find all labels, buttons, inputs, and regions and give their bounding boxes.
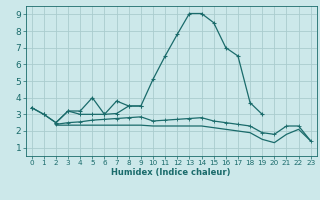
X-axis label: Humidex (Indice chaleur): Humidex (Indice chaleur) (111, 168, 231, 177)
